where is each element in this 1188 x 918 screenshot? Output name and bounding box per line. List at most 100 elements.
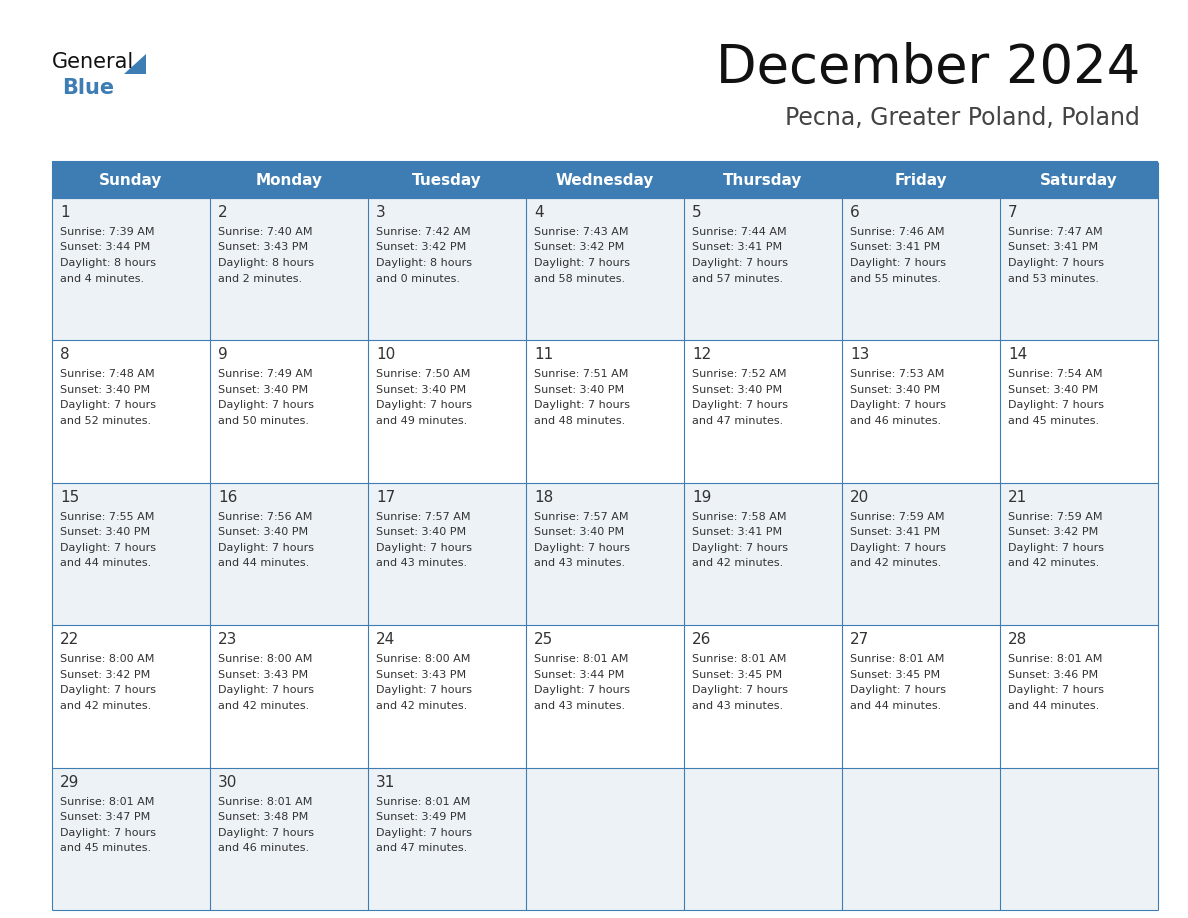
Text: Daylight: 7 hours: Daylight: 7 hours [61, 400, 156, 410]
Text: and 43 minutes.: and 43 minutes. [691, 700, 783, 711]
Bar [684, 767, 842, 910]
Text: Sunrise: 7:58 AM: Sunrise: 7:58 AM [691, 512, 786, 521]
Text: and 44 minutes.: and 44 minutes. [219, 558, 309, 568]
Text: Sunset: 3:40 PM: Sunset: 3:40 PM [691, 385, 782, 395]
Text: and 42 minutes.: and 42 minutes. [691, 558, 783, 568]
Bar [52, 162, 210, 198]
Text: 26: 26 [691, 633, 712, 647]
Text: and 44 minutes.: and 44 minutes. [849, 700, 941, 711]
Bar [52, 767, 210, 910]
Bar [52, 198, 210, 341]
Text: Daylight: 8 hours: Daylight: 8 hours [61, 258, 156, 268]
Text: Sunrise: 7:43 AM: Sunrise: 7:43 AM [533, 227, 628, 237]
Bar [526, 767, 684, 910]
Bar [1000, 767, 1158, 910]
Text: Sunset: 3:43 PM: Sunset: 3:43 PM [219, 242, 308, 252]
Text: Sunset: 3:41 PM: Sunset: 3:41 PM [691, 527, 782, 537]
Text: 29: 29 [61, 775, 80, 789]
Bar [842, 341, 1000, 483]
Bar [1000, 341, 1158, 483]
Text: Daylight: 7 hours: Daylight: 7 hours [1007, 400, 1104, 410]
Text: Sunrise: 7:42 AM: Sunrise: 7:42 AM [375, 227, 470, 237]
Bar [368, 162, 526, 198]
Text: 5: 5 [691, 205, 702, 220]
Text: 15: 15 [61, 490, 80, 505]
Text: Sunset: 3:43 PM: Sunset: 3:43 PM [219, 670, 308, 679]
Text: 30: 30 [219, 775, 238, 789]
Text: Sunrise: 7:59 AM: Sunrise: 7:59 AM [1007, 512, 1102, 521]
Text: Sunrise: 8:01 AM: Sunrise: 8:01 AM [219, 797, 312, 807]
Bar [210, 198, 368, 341]
Polygon shape [124, 54, 146, 74]
Text: 21: 21 [1007, 490, 1028, 505]
Text: Sunset: 3:41 PM: Sunset: 3:41 PM [849, 527, 940, 537]
Text: Friday: Friday [895, 173, 947, 187]
Text: 6: 6 [849, 205, 860, 220]
Bar [368, 341, 526, 483]
Text: Daylight: 7 hours: Daylight: 7 hours [849, 258, 946, 268]
Text: Daylight: 7 hours: Daylight: 7 hours [533, 258, 630, 268]
Text: Sunrise: 8:00 AM: Sunrise: 8:00 AM [219, 655, 312, 665]
Text: 31: 31 [375, 775, 396, 789]
Text: and 55 minutes.: and 55 minutes. [849, 274, 941, 284]
Bar [526, 341, 684, 483]
Text: Daylight: 7 hours: Daylight: 7 hours [375, 828, 472, 837]
Text: Sunrise: 7:53 AM: Sunrise: 7:53 AM [849, 369, 944, 379]
Text: and 53 minutes.: and 53 minutes. [1007, 274, 1099, 284]
Text: Sunset: 3:41 PM: Sunset: 3:41 PM [691, 242, 782, 252]
Text: Sunrise: 7:47 AM: Sunrise: 7:47 AM [1007, 227, 1102, 237]
Text: 1: 1 [61, 205, 70, 220]
Text: and 43 minutes.: and 43 minutes. [533, 700, 625, 711]
Bar [368, 198, 526, 341]
Text: and 45 minutes.: and 45 minutes. [1007, 416, 1099, 426]
Text: Sunset: 3:42 PM: Sunset: 3:42 PM [61, 670, 150, 679]
Text: Sunrise: 7:57 AM: Sunrise: 7:57 AM [533, 512, 628, 521]
Text: Tuesday: Tuesday [412, 173, 482, 187]
Text: Daylight: 7 hours: Daylight: 7 hours [375, 543, 472, 553]
Bar [842, 198, 1000, 341]
Text: Daylight: 7 hours: Daylight: 7 hours [219, 400, 314, 410]
Text: Daylight: 8 hours: Daylight: 8 hours [375, 258, 472, 268]
Text: Sunset: 3:44 PM: Sunset: 3:44 PM [61, 242, 150, 252]
Bar [52, 341, 210, 483]
Text: Monday: Monday [255, 173, 322, 187]
Text: Daylight: 7 hours: Daylight: 7 hours [1007, 258, 1104, 268]
Text: Sunrise: 7:59 AM: Sunrise: 7:59 AM [849, 512, 944, 521]
Text: Daylight: 7 hours: Daylight: 7 hours [849, 543, 946, 553]
Bar [684, 198, 842, 341]
Text: December 2024: December 2024 [715, 42, 1140, 94]
Text: 25: 25 [533, 633, 554, 647]
Text: Sunrise: 8:01 AM: Sunrise: 8:01 AM [691, 655, 786, 665]
Text: Sunset: 3:40 PM: Sunset: 3:40 PM [849, 385, 940, 395]
Text: Daylight: 7 hours: Daylight: 7 hours [61, 685, 156, 695]
Text: and 48 minutes.: and 48 minutes. [533, 416, 625, 426]
Text: and 44 minutes.: and 44 minutes. [61, 558, 151, 568]
Text: and 57 minutes.: and 57 minutes. [691, 274, 783, 284]
Text: and 44 minutes.: and 44 minutes. [1007, 700, 1099, 711]
Bar [210, 625, 368, 767]
Text: Sunrise: 7:40 AM: Sunrise: 7:40 AM [219, 227, 312, 237]
Text: and 43 minutes.: and 43 minutes. [533, 558, 625, 568]
Text: Sunrise: 7:48 AM: Sunrise: 7:48 AM [61, 369, 154, 379]
Text: Sunrise: 7:51 AM: Sunrise: 7:51 AM [533, 369, 628, 379]
Text: 11: 11 [533, 347, 554, 363]
Bar [52, 483, 210, 625]
Text: Daylight: 7 hours: Daylight: 7 hours [849, 685, 946, 695]
Text: Sunrise: 7:54 AM: Sunrise: 7:54 AM [1007, 369, 1102, 379]
Text: Sunset: 3:40 PM: Sunset: 3:40 PM [61, 527, 150, 537]
Text: Sunset: 3:45 PM: Sunset: 3:45 PM [849, 670, 940, 679]
Text: Daylight: 7 hours: Daylight: 7 hours [691, 258, 788, 268]
Bar [210, 162, 368, 198]
Bar [1000, 625, 1158, 767]
Text: 4: 4 [533, 205, 544, 220]
Text: Sunset: 3:40 PM: Sunset: 3:40 PM [61, 385, 150, 395]
Text: Sunset: 3:40 PM: Sunset: 3:40 PM [375, 527, 466, 537]
Bar [1000, 483, 1158, 625]
Bar [842, 625, 1000, 767]
Text: Sunrise: 8:01 AM: Sunrise: 8:01 AM [375, 797, 470, 807]
Text: Sunrise: 7:39 AM: Sunrise: 7:39 AM [61, 227, 154, 237]
Text: General: General [52, 52, 134, 72]
Text: 7: 7 [1007, 205, 1018, 220]
Text: Sunset: 3:40 PM: Sunset: 3:40 PM [1007, 385, 1098, 395]
Text: Daylight: 7 hours: Daylight: 7 hours [219, 543, 314, 553]
